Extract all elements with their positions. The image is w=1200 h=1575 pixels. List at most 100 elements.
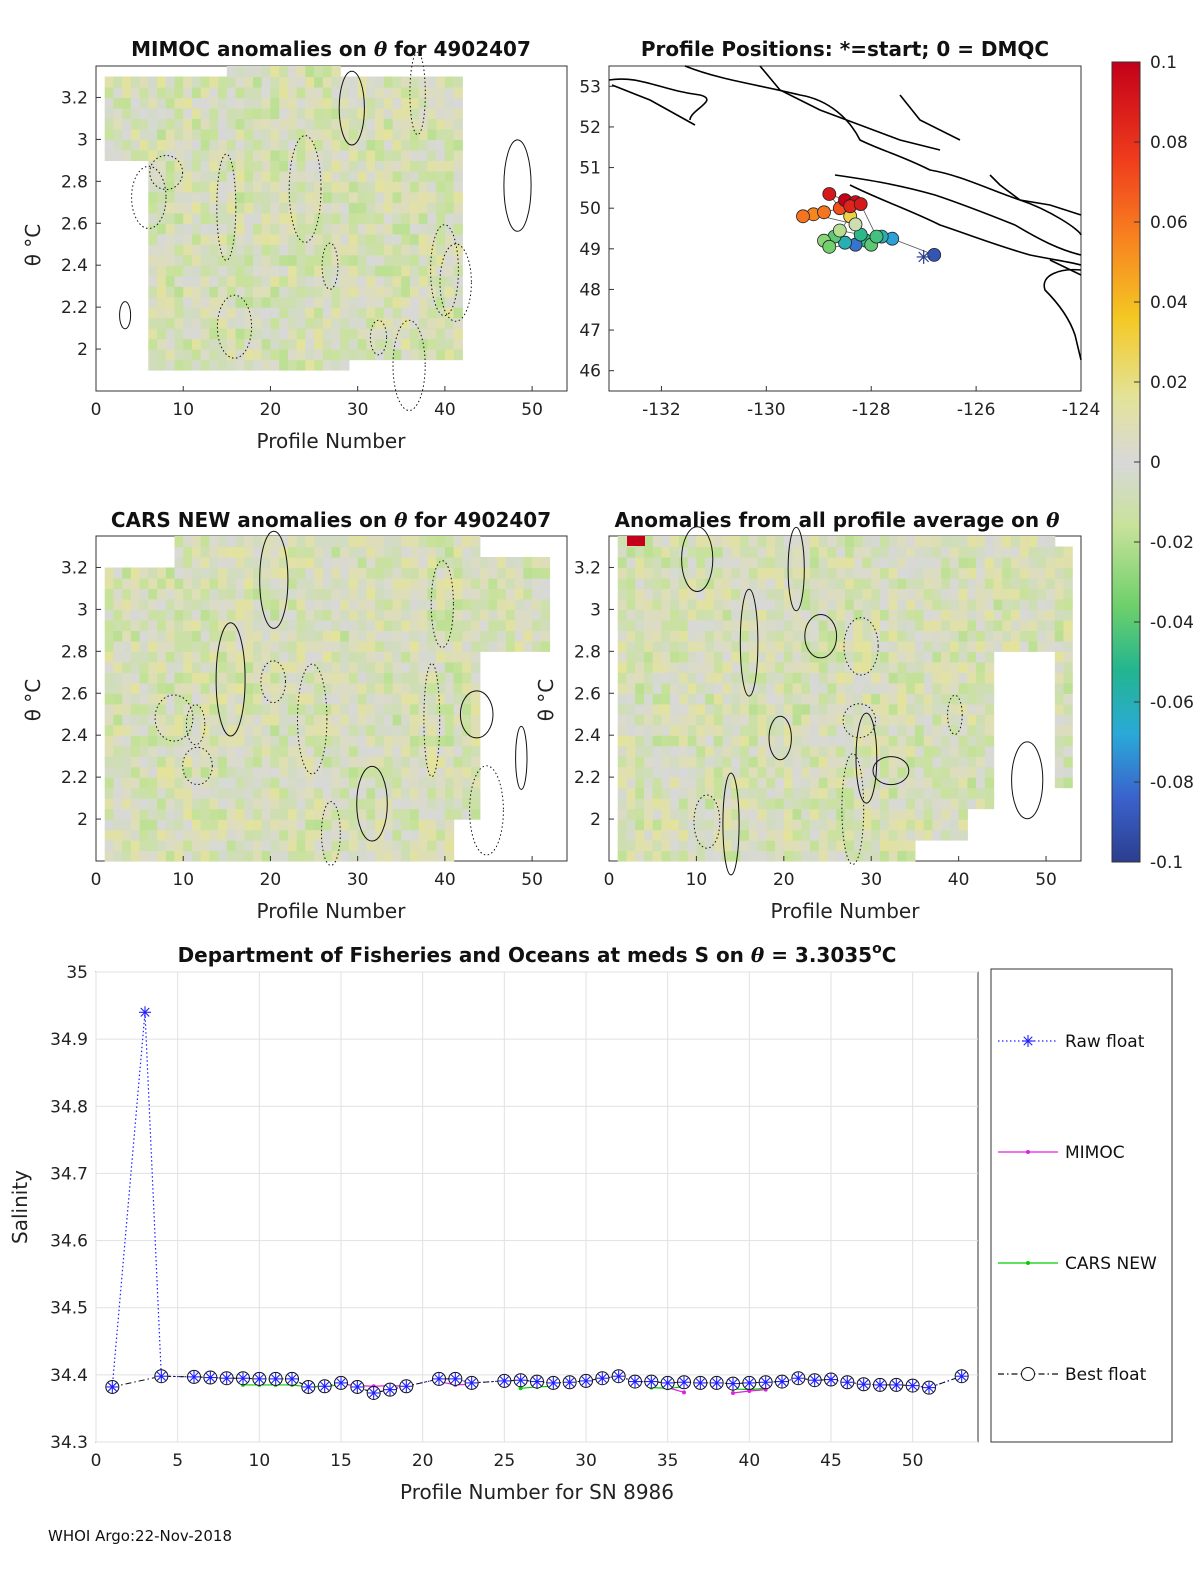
heat-cell [340, 118, 350, 130]
heat-cell [418, 139, 428, 151]
heat-cell [366, 682, 376, 694]
heat-cell [235, 682, 245, 694]
heat-cell [209, 170, 219, 182]
heat-cell [322, 223, 333, 235]
heat-cell [462, 557, 472, 569]
heat-cell [731, 745, 741, 757]
heat-cell [218, 557, 228, 569]
heat-cell [218, 536, 228, 548]
average-heatmap [617, 536, 1073, 862]
heat-cell [148, 661, 158, 673]
heat-cell [348, 317, 359, 329]
heat-cell [1054, 756, 1065, 768]
heat-cell [130, 661, 141, 673]
heat-cell [748, 630, 759, 642]
heat-cell [410, 160, 420, 172]
heat-cell [670, 777, 680, 789]
heat-cell [270, 307, 280, 319]
heat-cell [418, 149, 428, 161]
heat-cell [1028, 546, 1038, 558]
heat-cell [914, 619, 925, 631]
heat-cell [235, 703, 245, 715]
heat-cell [165, 97, 176, 109]
heat-cell [392, 275, 402, 287]
heat-cell [740, 787, 750, 799]
heat-cell [375, 588, 385, 600]
heat-cell [261, 808, 271, 820]
heat-cell [357, 672, 367, 684]
heat-cell [949, 745, 960, 757]
y-tick-label: 34.9 [50, 1030, 88, 1050]
colorbar-tick-label: -0.08 [1150, 773, 1194, 793]
heat-cell [427, 756, 437, 768]
heat-cell [331, 212, 341, 224]
heat-cell [200, 233, 210, 245]
heat-cell [923, 819, 933, 831]
heat-cell [427, 87, 437, 99]
heat-cell [687, 766, 697, 778]
heat-cell [444, 118, 455, 130]
heat-cell [418, 286, 428, 298]
heat-cell [157, 693, 167, 705]
heat-cell [270, 97, 280, 109]
heat-cell [801, 557, 811, 569]
heat-cell [113, 139, 123, 151]
heat-cell [383, 651, 394, 663]
heat-cell [410, 714, 420, 726]
heat-cell [122, 840, 132, 852]
heat-cell [696, 850, 706, 862]
heat-cell [348, 202, 359, 214]
heat-cell [113, 724, 123, 736]
heat-cell [427, 212, 437, 224]
heat-cell [191, 170, 202, 182]
heat-cell [218, 97, 228, 109]
heat-cell [261, 850, 271, 862]
heat-cell [401, 307, 411, 319]
heat-cell [827, 577, 837, 589]
heat-cell [436, 829, 446, 841]
heat-cell [314, 630, 324, 642]
heat-cell [139, 139, 149, 151]
heat-cell [183, 97, 193, 109]
cars-heatmap [104, 536, 551, 862]
heat-cell [696, 651, 706, 663]
heat-cell [888, 703, 898, 715]
heat-cell [366, 139, 376, 151]
heat-cell [148, 118, 158, 130]
heat-cell [218, 598, 228, 610]
heat-cell [157, 76, 167, 88]
heat-cell [165, 223, 176, 235]
heat-cell [392, 557, 402, 569]
heat-cell [436, 703, 446, 715]
heat-cell [139, 724, 149, 736]
heat-cell [984, 619, 995, 631]
heat-cell [165, 661, 176, 673]
heat-cell [401, 661, 411, 673]
heat-cell [766, 651, 776, 663]
heat-cell [853, 609, 863, 621]
heat-cell [687, 850, 697, 862]
heat-cell [157, 128, 167, 140]
heat-cell [322, 160, 333, 172]
heat-cell [148, 619, 158, 631]
heat-cell [244, 777, 254, 789]
heat-cell [401, 97, 411, 109]
heat-cell [113, 651, 123, 663]
heat-cell [914, 735, 925, 747]
heat-cell [226, 577, 237, 589]
heat-cell [818, 756, 829, 768]
heat-cell [383, 630, 394, 642]
heat-cell [261, 567, 271, 579]
heat-cell [818, 829, 829, 841]
heat-cell [270, 223, 280, 235]
heat-cell [818, 567, 829, 579]
heat-cell [436, 160, 446, 172]
heat-cell [261, 160, 271, 172]
heat-cell [130, 97, 141, 109]
heat-cell [958, 693, 968, 705]
heat-cell [279, 328, 289, 340]
heat-cell [130, 798, 141, 810]
heat-cell [383, 118, 394, 130]
heat-cell [444, 128, 455, 140]
heat-cell [427, 149, 437, 161]
